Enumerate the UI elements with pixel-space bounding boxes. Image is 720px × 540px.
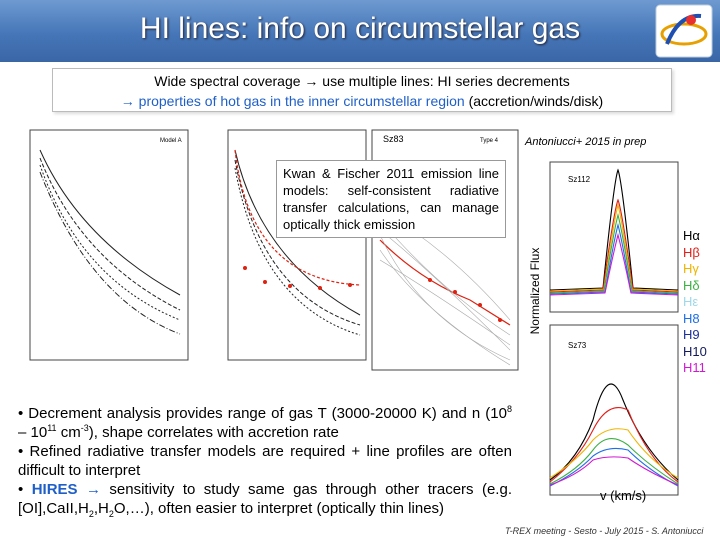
panel-label: Sz112 [568, 175, 591, 184]
legend: Hα Hβ Hγ Hδ Hε H8 H9 H10 H11 [681, 228, 719, 378]
profile-figure: Sz112 Sz73 [549, 161, 679, 496]
bullet-list: • Decrement analysis provides range of g… [18, 404, 512, 519]
panel-label: Sz73 [568, 341, 587, 350]
bullet-text: ,H [93, 500, 109, 517]
callout-box: Kwan & Fischer 2011 emission line models… [276, 160, 506, 238]
axis-label: v (km/s) [600, 488, 647, 503]
bullet-text: ), shape correlates with accretion rate [88, 424, 339, 441]
superscript: 11 [47, 423, 57, 433]
bullet-text: • [18, 481, 32, 498]
highlight-text: HIRES → [31, 481, 110, 498]
figure-caption: Antoniucci+ 2015 in prep [525, 136, 647, 148]
bullet: • HIRES → sensitivity to study same gas … [18, 480, 512, 519]
summary-text: (accretion/winds/disk) [468, 93, 604, 109]
footer: T-REX meeting - Sesto - July 2015 - S. A… [505, 526, 704, 536]
bullet-text: • Decrement analysis provides range of g… [18, 405, 507, 422]
legend-entry: Hδ [683, 277, 700, 293]
bullet-text: O,…), often easier to interpret (optical… [113, 500, 445, 517]
bullet: • Decrement analysis provides range of g… [18, 404, 512, 442]
logo [655, 4, 713, 58]
legend-entry: H10 [683, 343, 707, 359]
panel-label: Sz83 [383, 134, 404, 144]
legend-entry: H9 [683, 327, 700, 342]
panel-label: Model A [160, 138, 182, 144]
legend-entry: Hγ [683, 261, 699, 276]
subscript: 2 [108, 509, 114, 519]
title-bar [0, 0, 720, 62]
panel-label: Type 4 [480, 138, 499, 144]
subscript: 2 [88, 509, 94, 519]
summary-line: → properties of hot gas in the inner cir… [53, 91, 671, 111]
legend-entry: Hε [683, 294, 699, 309]
bullet-text: – 10 [18, 424, 48, 441]
slide-title: HI lines: info on circumstellar gas [139, 12, 581, 45]
model-figure: Sz83 Type 4 Model A [29, 129, 519, 371]
superscript: -3 [80, 423, 89, 433]
legend-entry: H11 [683, 360, 706, 375]
legend-entry: Hβ [683, 244, 700, 260]
bullet: • Refined radiative transfer models are … [18, 442, 512, 480]
summary-box: Wide spectral coverage → use multiple li… [52, 68, 672, 112]
bullet-text: cm [56, 424, 81, 441]
legend-entry: Hα [683, 228, 700, 243]
legend-entry: H8 [683, 310, 700, 326]
superscript: 8 [506, 404, 512, 414]
highlight-text: → properties of hot gas in the inner cir… [120, 93, 465, 109]
axis-label: Normalized Flux [528, 247, 542, 335]
bullet-text: • Refined radiative transfer models are … [18, 443, 512, 479]
bullet-text: sensitivity to study same gas through ot… [18, 481, 512, 517]
summary-line: Wide spectral coverage → use multiple li… [154, 73, 570, 89]
